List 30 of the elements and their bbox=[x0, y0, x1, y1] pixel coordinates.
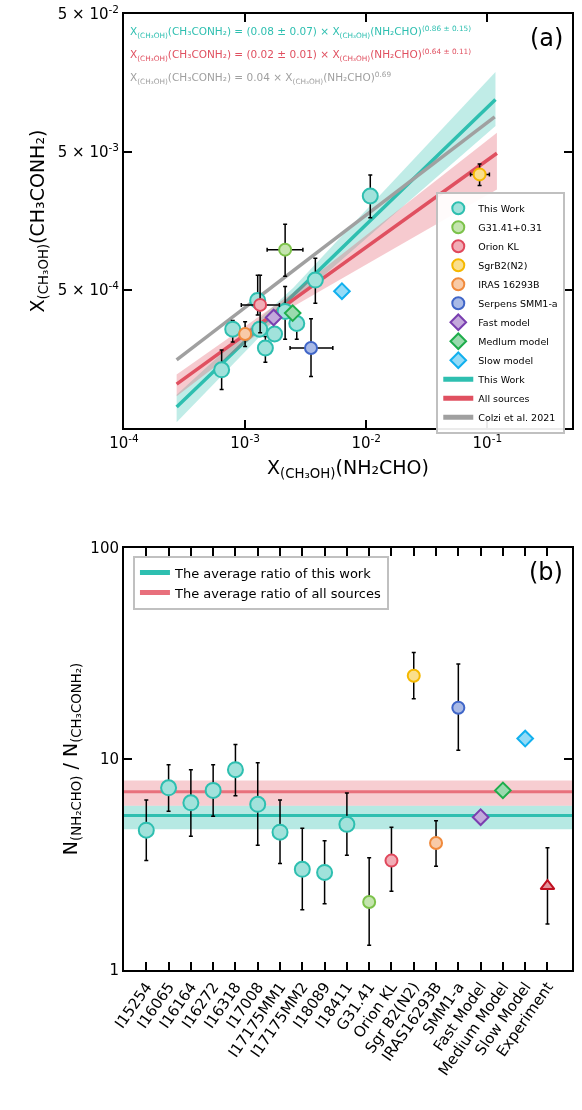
legend-label: G31.41+0.31 bbox=[478, 221, 542, 233]
x-axis-title: X$_{(CH₃OH)}$(NH₂CHO) bbox=[267, 456, 429, 482]
y-tick-label: 5 × 10$^{-3}$ bbox=[57, 140, 119, 162]
legend-label: The average ratio of this work bbox=[173, 565, 372, 581]
legend-label: This Work bbox=[477, 202, 526, 214]
legend-label: Fast model bbox=[478, 316, 530, 328]
legend-label: Colzi et al. 2021 bbox=[478, 411, 556, 423]
y-tick-label: 1 bbox=[109, 961, 119, 980]
annotation: X$_{(CH₃OH)}$(CH₃CONH₂) = (0.02 ± 0.01) × X$_{(CH₃OH)}$(NH₂CHO)$^{(0.64 ± 0.11)}$ bbox=[130, 47, 472, 63]
legend-label: This Work bbox=[477, 373, 526, 385]
legend-label: Orion KL bbox=[478, 240, 520, 252]
x-tick-label: 10$^{-3}$ bbox=[230, 431, 260, 452]
legend-label: SgrB2(N2) bbox=[478, 259, 528, 271]
legend-label: The average ratio of all sources bbox=[173, 585, 381, 601]
legend-label: IRAS 16293B bbox=[478, 278, 540, 290]
annotation: (a) bbox=[530, 24, 564, 52]
legend-label: Serpens SMM1-a bbox=[478, 297, 558, 309]
annotation: (b) bbox=[529, 558, 563, 586]
legend-label: All sources bbox=[478, 392, 530, 404]
annotation: X$_{(CH₃OH)}$(CH₃CONH₂) = 0.04 × X$_{(CH₃OH)}$(NH₂CHO)$^{0.69}$ bbox=[130, 70, 392, 86]
legend-label: Slow model bbox=[478, 354, 534, 366]
y-tick-label: 5 × 10$^{-4}$ bbox=[57, 278, 120, 300]
y-tick-label: 5 × 10$^{-2}$ bbox=[57, 2, 119, 24]
annotation: X$_{(CH₃OH)}$(CH₃CONH₂) = (0.08 ± 0.07) × X$_{(CH₃OH)}$(NH₂CHO)$^{(0.86 ± 0.15)}$ bbox=[130, 24, 472, 40]
x-tick-label: 10$^{-2}$ bbox=[351, 431, 382, 452]
legend-label: Medlum model bbox=[478, 335, 549, 347]
y-tick-label: 100 bbox=[90, 539, 119, 558]
x-tick-label: 10$^{-4}$ bbox=[109, 431, 140, 452]
y-tick-label: 10 bbox=[99, 750, 119, 769]
x-tick-label: 10$^{-1}$ bbox=[472, 431, 503, 452]
